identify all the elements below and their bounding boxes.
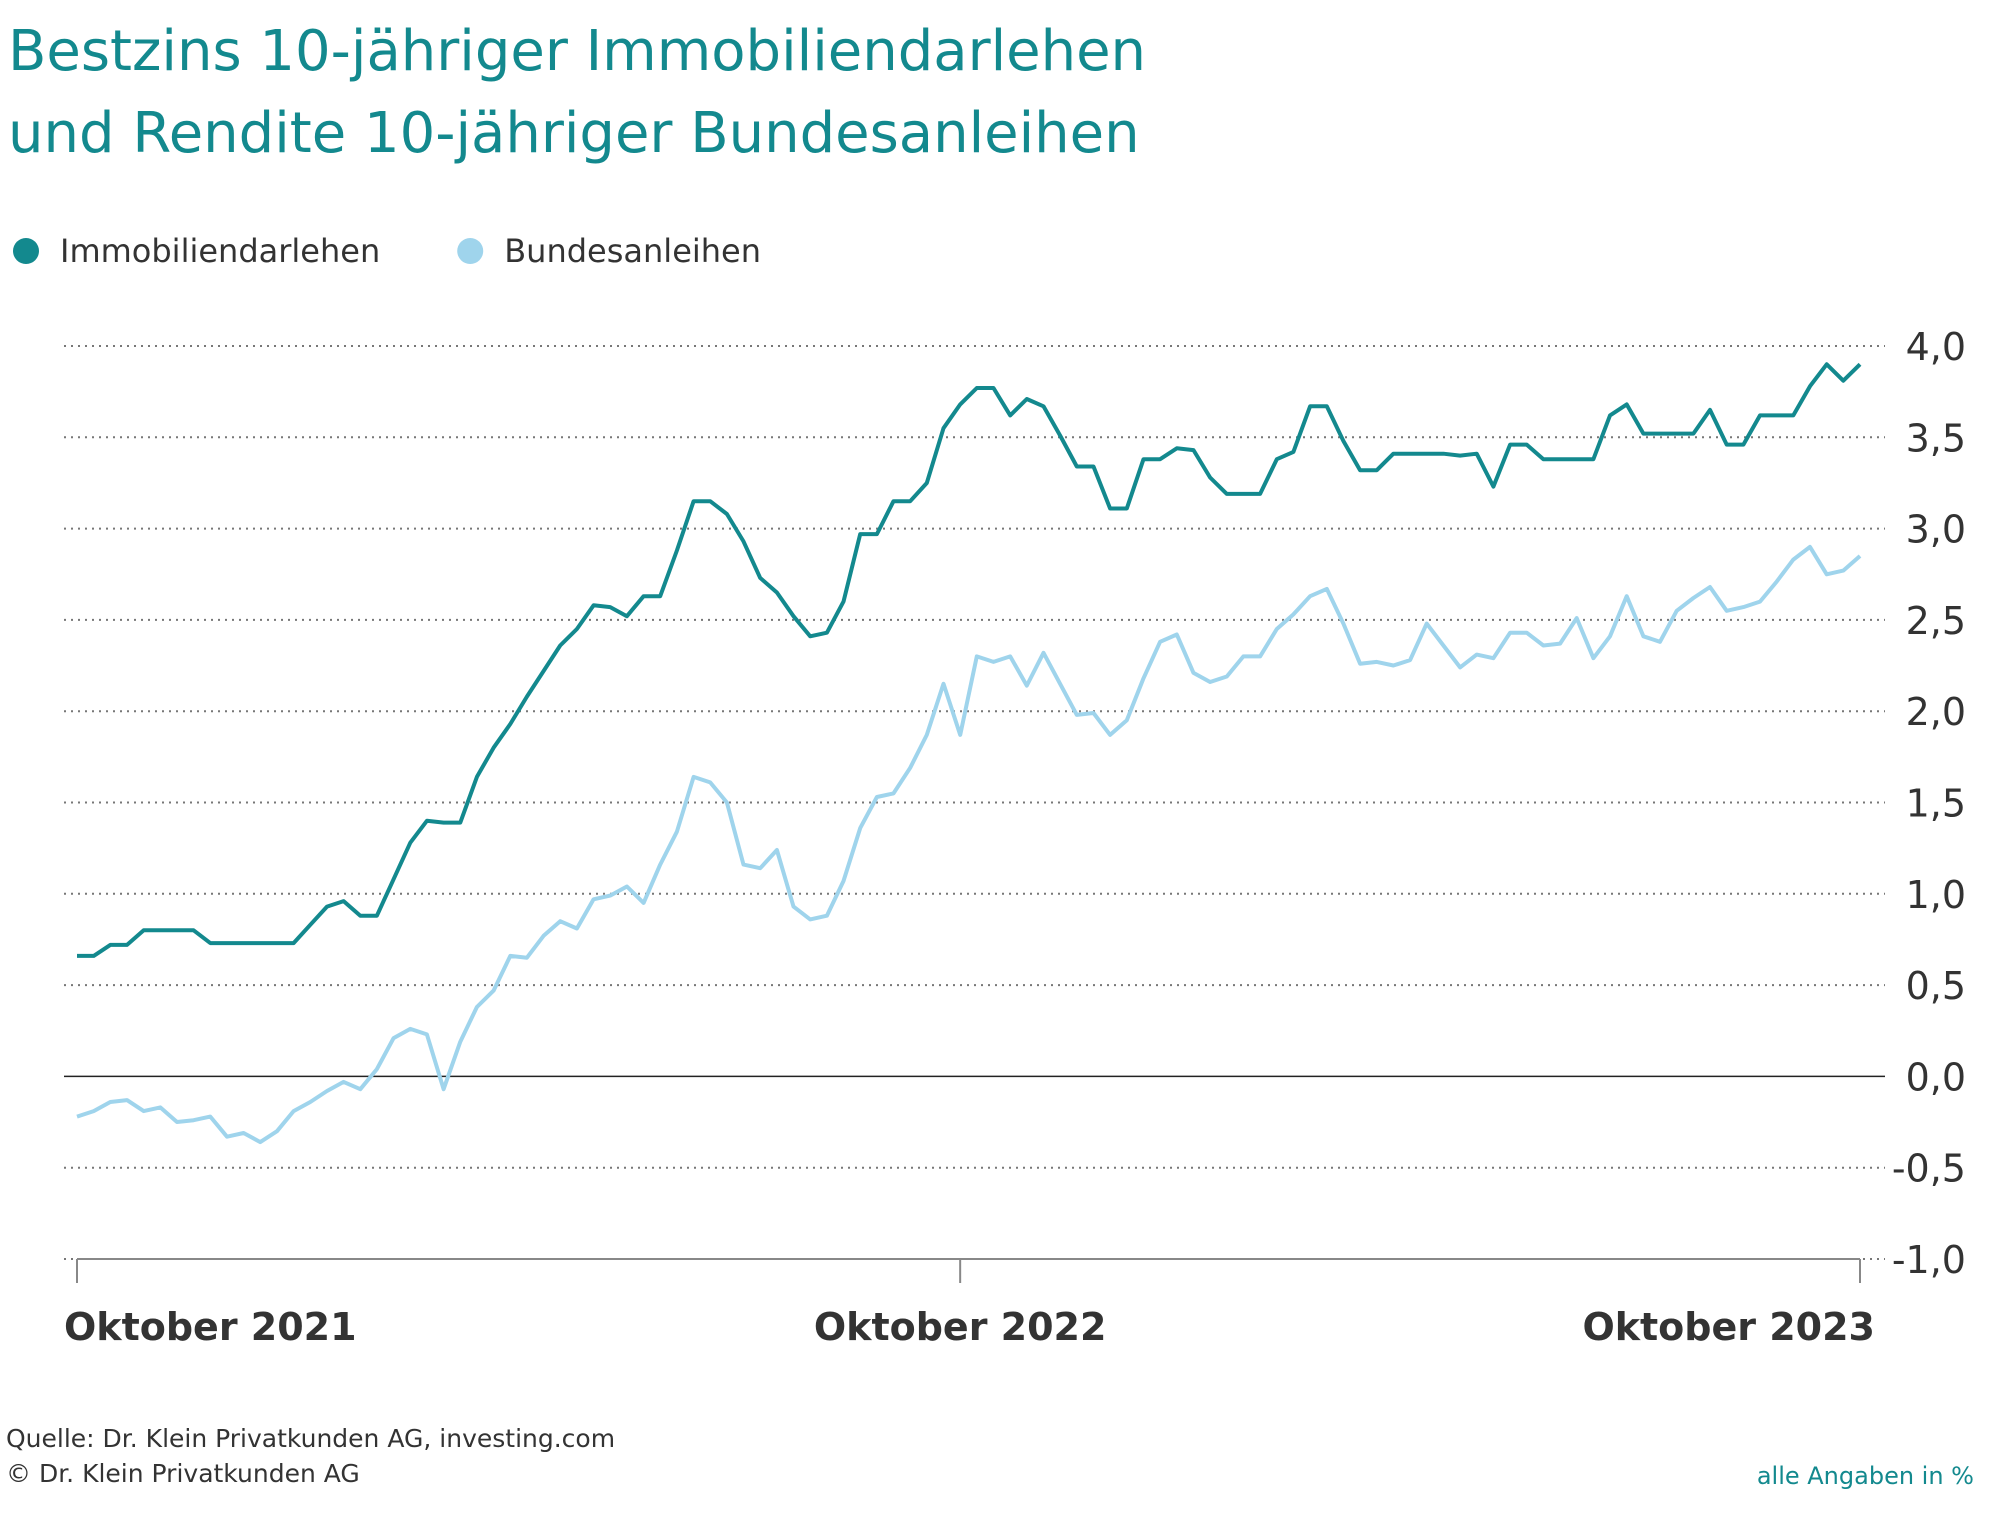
copyright: © Dr. Klein Privatkunden AG (6, 1459, 360, 1488)
y-tick-label: 3,5 (1906, 416, 1966, 460)
y-tick-label: 1,5 (1906, 782, 1966, 826)
y-tick-label: 1,0 (1906, 873, 1966, 917)
legend-marker (457, 238, 484, 264)
y-tick-label: -0,5 (1892, 1147, 1966, 1191)
y-tick-label: 4,0 (1906, 325, 1966, 369)
x-tick-label: Oktober 2023 (1582, 1305, 1875, 1349)
source: Quelle: Dr. Klein Privatkunden AG, inves… (6, 1424, 615, 1453)
legend-label: Immobiliendarlehen (60, 232, 380, 270)
legend-marker (13, 238, 39, 264)
y-tick-label: -1,0 (1892, 1238, 1966, 1282)
x-tick-label: Oktober 2021 (64, 1305, 357, 1349)
chart-title: Bestzins 10-jähriger Immobiliendarlehen u… (8, 19, 1146, 166)
units-note: alle Angaben in % (1757, 1462, 1974, 1490)
y-tick-label: 2,5 (1906, 599, 1966, 643)
y-tick-label: 0,0 (1906, 1055, 1966, 1099)
legend-label: Bundesanleihen (504, 232, 761, 270)
y-tick-label: 2,0 (1906, 690, 1966, 734)
series-line (77, 362, 1862, 958)
y-tick-label: 3,0 (1906, 508, 1966, 552)
x-tick-label: Oktober 2022 (814, 1305, 1107, 1349)
y-tick-label: 0,5 (1906, 964, 1966, 1008)
series-line (76, 544, 1862, 1145)
